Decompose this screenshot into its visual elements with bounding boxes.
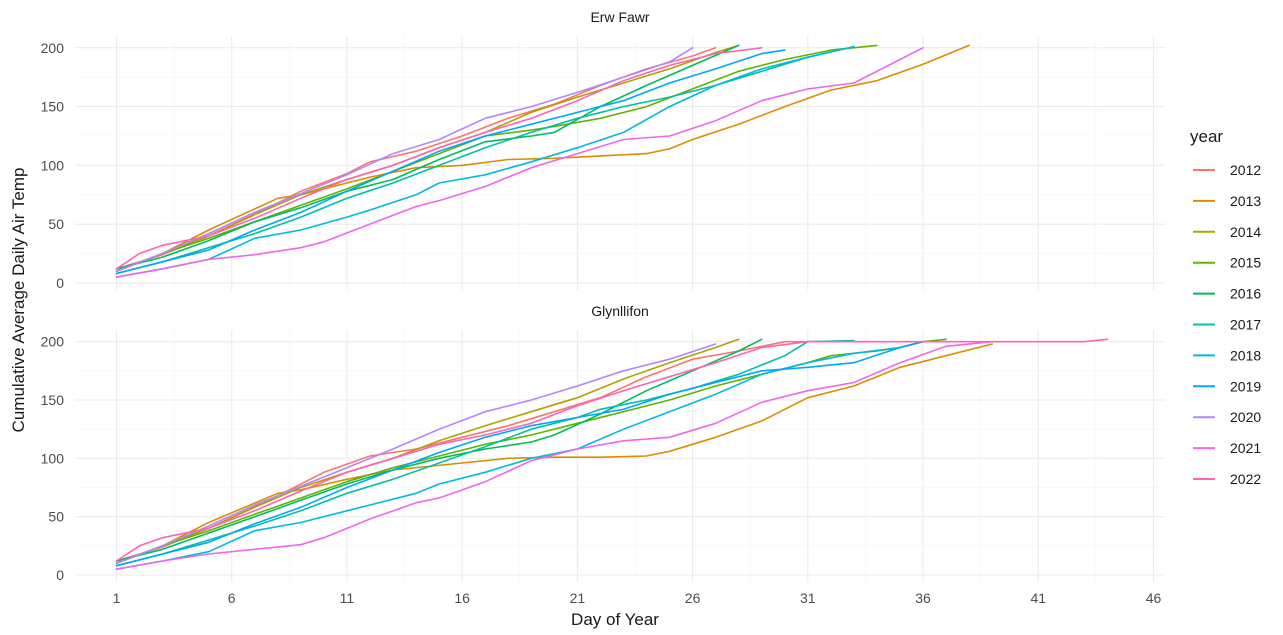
y-tick-label: 0 bbox=[56, 275, 64, 291]
legend-label-2014: 2014 bbox=[1230, 224, 1261, 240]
legend-title: year bbox=[1190, 127, 1223, 146]
series-line-2013 bbox=[115, 44, 970, 273]
y-tick-label: 50 bbox=[48, 216, 64, 232]
legend-label-2016: 2016 bbox=[1230, 286, 1261, 302]
legend-label-2020: 2020 bbox=[1230, 409, 1261, 425]
legend: year 2012 2013 2014 2015 2016 2017 2018 2019 202… bbox=[1190, 127, 1261, 487]
series-line-2021 bbox=[115, 46, 924, 278]
facet-title: Glynllifon bbox=[591, 303, 649, 319]
y-tick-label: 100 bbox=[41, 157, 65, 173]
y-tick-label: 0 bbox=[56, 567, 64, 583]
legend-label-2022: 2022 bbox=[1230, 471, 1261, 487]
legend-label-2013: 2013 bbox=[1230, 193, 1261, 209]
series-line-2022 bbox=[115, 338, 1109, 562]
series-line-2016 bbox=[115, 338, 763, 562]
series-line-2021 bbox=[115, 340, 994, 571]
series-line-2016 bbox=[115, 44, 740, 270]
series-line-2019 bbox=[115, 340, 924, 567]
series-line-2022 bbox=[115, 46, 763, 270]
x-tick-label: 1 bbox=[113, 590, 121, 606]
series-line-2017 bbox=[115, 45, 855, 275]
legend-label-2021: 2021 bbox=[1230, 440, 1261, 456]
panels-layer: Erw Fawr 0 50 100 150 200 Glynllifon 0 50 100 150 2… bbox=[41, 9, 1165, 606]
legend-label-2017: 2017 bbox=[1230, 317, 1261, 333]
series-line-2017 bbox=[115, 339, 855, 567]
x-tick-label: 41 bbox=[1030, 590, 1046, 606]
y-axis-title: Cumulative Average Daily Air Temp bbox=[9, 168, 28, 433]
x-tick-label: 6 bbox=[228, 590, 236, 606]
x-tick-label: 11 bbox=[340, 590, 355, 606]
x-tick-label: 36 bbox=[915, 590, 931, 606]
legend-label-2015: 2015 bbox=[1230, 255, 1261, 271]
series-line-2014 bbox=[115, 338, 740, 565]
y-tick-label: 200 bbox=[41, 334, 65, 350]
series-line-2013 bbox=[115, 343, 994, 565]
series-line-2015 bbox=[115, 44, 878, 273]
legend-label-2019: 2019 bbox=[1230, 378, 1261, 394]
facet-panel: Erw Fawr 0 50 100 150 200 bbox=[41, 9, 1165, 291]
legend-label-2012: 2012 bbox=[1230, 162, 1261, 178]
x-tick-label: 26 bbox=[685, 590, 701, 606]
facet-title: Erw Fawr bbox=[590, 9, 649, 25]
y-tick-label: 200 bbox=[41, 40, 65, 56]
legend-label-2018: 2018 bbox=[1230, 347, 1261, 363]
y-tick-label: 50 bbox=[48, 509, 64, 525]
series-line-2018 bbox=[115, 45, 855, 278]
series-line-2020 bbox=[115, 343, 717, 565]
y-tick-label: 100 bbox=[41, 450, 65, 466]
x-tick-label: 46 bbox=[1146, 590, 1162, 606]
x-tick-label: 16 bbox=[454, 590, 470, 606]
x-tick-label: 31 bbox=[800, 590, 816, 606]
y-tick-label: 150 bbox=[41, 99, 65, 115]
series-line-2019 bbox=[115, 49, 786, 275]
x-axis-title: Day of Year bbox=[571, 610, 659, 629]
x-tick-label: 21 bbox=[570, 590, 586, 606]
series-line-2018 bbox=[115, 340, 924, 571]
series-line-2020 bbox=[115, 46, 694, 273]
y-tick-label: 150 bbox=[41, 392, 65, 408]
